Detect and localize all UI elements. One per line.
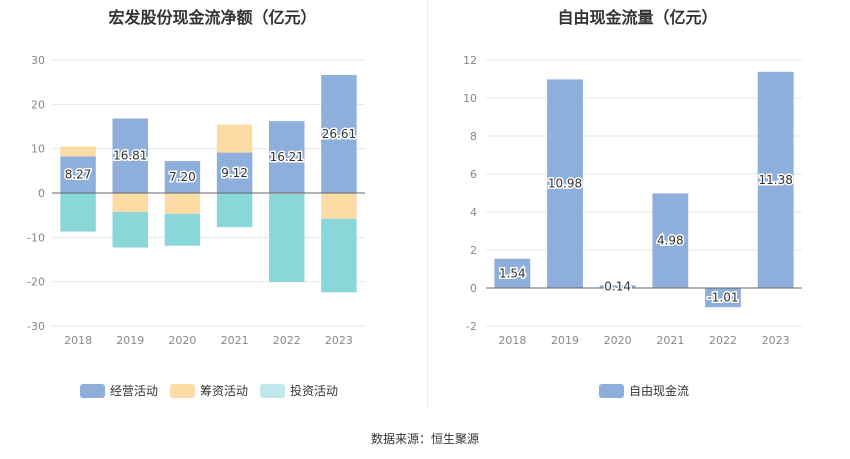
left-x-tick-label: 2023: [325, 334, 353, 347]
left-bar-series-2: [112, 212, 148, 248]
left-data-label: 26.61: [322, 127, 356, 141]
left-bar-series-1: [216, 124, 253, 153]
left-y-tick-label: 10: [31, 143, 45, 156]
right-x-tick-label: 2023: [762, 334, 790, 347]
left-data-label: 9.12: [221, 166, 248, 180]
legend-label-operating: 经营活动: [110, 384, 159, 398]
left-x-tick-label: 2020: [168, 334, 196, 347]
right-bar-primary: [757, 71, 794, 288]
right-data-label: 11.38: [758, 173, 792, 187]
right-y-tick-label: 2: [470, 244, 477, 257]
left-data-label: 16.21: [270, 150, 304, 164]
left-bar-series-2: [164, 213, 201, 246]
left-x-tick-label: 2018: [64, 334, 92, 347]
data-source-note: 数据来源：恒生聚源: [370, 432, 479, 446]
legend-swatch-financing: [170, 383, 196, 398]
left-bar-series-2: [321, 218, 357, 293]
left-bar-series-1: [321, 193, 357, 219]
left-bar-primary: [60, 156, 96, 193]
legend-swatch-investing: [260, 383, 286, 398]
left-bar-series-1: [112, 193, 148, 213]
left-bar-series-1: [60, 146, 96, 157]
right-data-label: -1.01: [707, 291, 738, 305]
right-y-tick-label: 8: [470, 130, 477, 143]
legend-label-financing: 筹资活动: [200, 384, 249, 398]
left-x-tick-label: 2019: [116, 334, 144, 347]
left-bar-series-2: [269, 193, 305, 283]
right-bar-primary: [494, 258, 531, 288]
legend-item-free-cash-flow[interactable]: 自由现金流: [599, 382, 689, 399]
panel-divider: [427, 0, 428, 410]
right-bar-primary: [599, 285, 636, 288]
left-x-tick-label: 2022: [273, 334, 301, 347]
right-y-tick-label: 12: [463, 54, 477, 67]
left-legend: 经营活动 筹资活动 投资活动: [80, 382, 338, 399]
legend-label-investing: 投资活动: [290, 384, 339, 398]
left-bar-series-1: [164, 193, 201, 214]
right-y-tick-label: -2: [466, 320, 477, 333]
right-bar-primary: [705, 288, 741, 308]
left-x-tick-label: 2021: [221, 334, 249, 347]
right-x-tick-label: 2020: [604, 334, 632, 347]
left-bar-primary: [269, 121, 305, 193]
legend-swatch-free-cash-flow: [599, 383, 624, 398]
left-bar-primary: [112, 118, 148, 193]
right-y-tick-label: 4: [470, 206, 477, 219]
left-y-tick-label: 0: [38, 187, 45, 200]
left-bar-primary: [216, 152, 253, 193]
right-legend: 自由现金流: [599, 382, 689, 399]
right-x-tick-label: 2021: [656, 334, 684, 347]
left-y-tick-label: 20: [31, 98, 45, 111]
right-bar-primary: [652, 193, 689, 288]
right-x-tick-label: 2022: [709, 334, 737, 347]
right-y-tick-label: 0: [470, 282, 477, 295]
legend-swatch-operating: [80, 383, 105, 398]
left-y-tick-label: -30: [27, 320, 45, 333]
left-bar-primary: [321, 75, 357, 193]
legend-label-free-cash-flow: 自由现金流: [629, 384, 690, 398]
left-data-label: 8.27: [65, 168, 92, 182]
right-x-tick-label: 2019: [551, 334, 579, 347]
right-data-label: 4.98: [657, 234, 684, 248]
left-bar-series-2: [216, 193, 253, 228]
right-data-label: 0.14: [604, 280, 631, 294]
left-data-label: 7.20: [169, 170, 196, 184]
left-bar-series-2: [60, 193, 96, 232]
left-data-label: 16.81: [113, 149, 147, 163]
legend-item-investing[interactable]: 投资活动: [260, 382, 338, 399]
right-y-tick-label: 6: [470, 168, 477, 181]
left-y-tick-label: 30: [31, 54, 45, 67]
right-data-label: 1.54: [499, 266, 526, 280]
right-data-label: 10.98: [548, 177, 582, 191]
left-bar-primary: [164, 161, 201, 193]
right-chart-title: 自由现金流量（亿元）: [557, 8, 718, 27]
left-chart-title: 宏发股份现金流净额（亿元）: [108, 8, 317, 27]
left-y-tick-label: -20: [27, 276, 45, 289]
right-x-tick-label: 2018: [498, 334, 526, 347]
legend-item-financing[interactable]: 筹资活动: [170, 382, 248, 399]
right-bar-primary: [547, 79, 583, 288]
legend-item-operating[interactable]: 经营活动: [80, 382, 158, 399]
right-y-tick-label: 10: [463, 92, 477, 105]
left-y-tick-label: -10: [27, 231, 45, 244]
